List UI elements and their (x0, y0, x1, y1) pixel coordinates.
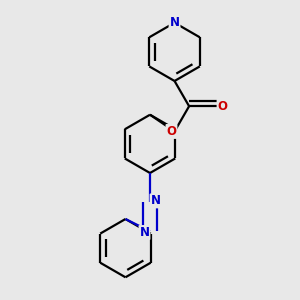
Text: N: N (151, 194, 160, 207)
Text: O: O (218, 100, 227, 113)
Text: O: O (167, 125, 176, 138)
Text: N: N (140, 226, 149, 239)
Text: N: N (169, 16, 179, 29)
